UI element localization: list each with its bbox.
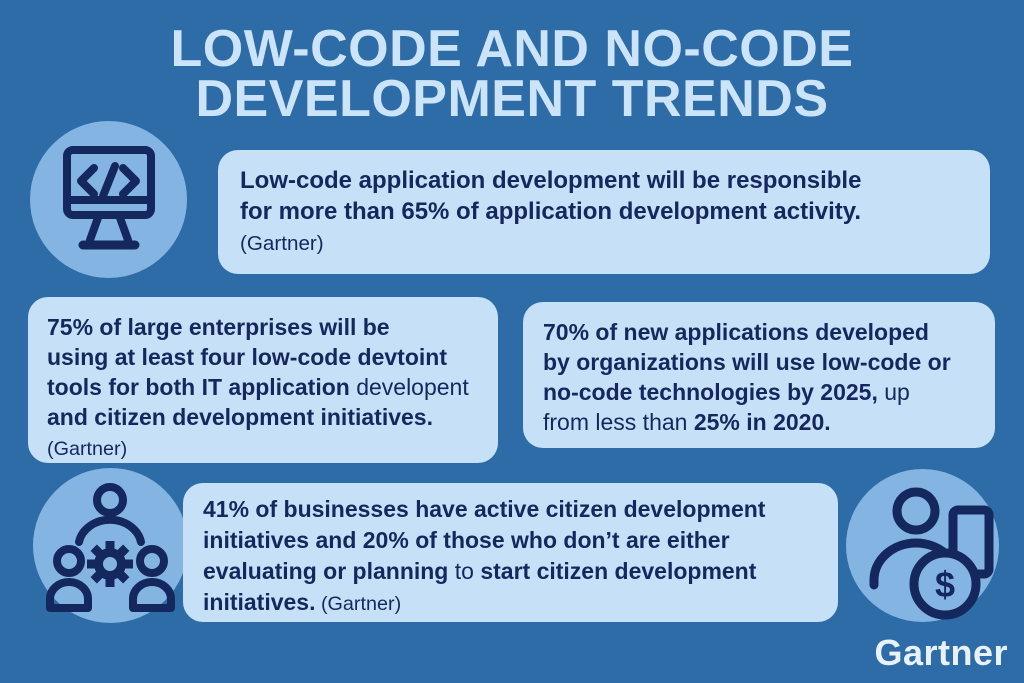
text-segment: 75% of large enterprises will be xyxy=(47,314,390,340)
text-segment: start citizen development xyxy=(480,558,757,584)
text-segment: evaluating or planning xyxy=(203,558,449,584)
text-segment: to xyxy=(448,558,481,584)
text-segment: tools for both IT application xyxy=(47,374,350,400)
text-segment: and citizen development initiatives. xyxy=(47,404,433,430)
text-segment: up xyxy=(877,379,910,405)
page-title-line1: LOW-CODE AND NO-CODE xyxy=(170,20,854,78)
text-line: no-code technologies by 2025, up xyxy=(543,377,975,407)
text-segment: Low-code application development will be… xyxy=(240,167,862,194)
icon-circle-development xyxy=(30,121,187,278)
text-segment: initiatives. xyxy=(203,589,316,615)
text-segment: 70% of new applications developed xyxy=(543,319,929,345)
gartner-logo: Gartner xyxy=(874,632,1008,673)
text-line: 41% of businesses have active citizen de… xyxy=(203,494,818,525)
stat-card-low-code-responsibility: Low-code application development will be… xyxy=(218,150,990,274)
team-gear-icon xyxy=(33,468,188,623)
text-line: 75% of large enterprises will be xyxy=(47,312,479,342)
text-segment: (Gartner) xyxy=(240,232,324,255)
text-segment: using at least four low-code devtoint xyxy=(47,344,447,370)
stat-card-large-enterprises: 75% of large enterprises will be using at… xyxy=(28,297,498,463)
code-monitor-icon xyxy=(30,121,187,278)
text-line: by organizations will use low-code or xyxy=(543,347,975,377)
text-line: initiatives. (Gartner) xyxy=(203,587,818,620)
dollar-sign-icon: $ xyxy=(935,564,955,605)
text-line: Low-code application development will be… xyxy=(240,165,968,196)
text-segment: (Gartner) xyxy=(315,593,402,615)
text-segment: 25% in 2020. xyxy=(687,409,831,435)
text-line: using at least four low-code devtoint xyxy=(47,342,479,372)
page-title-line2: DEVELOPMENT TRENDS xyxy=(195,70,829,128)
text-segment: by organizations will use low-code or xyxy=(543,349,951,375)
text-line: for more than 65% of application develop… xyxy=(240,196,968,227)
text-line: (Gartner) xyxy=(240,227,968,259)
text-segment: initiatives and 20% of those who don’t a… xyxy=(203,527,730,553)
text-line: (Gartner) xyxy=(47,432,479,464)
stat-card-citizen-initiatives: 41% of businesses have active citizen de… xyxy=(183,483,838,622)
gear-icon xyxy=(87,541,133,587)
person-money-icon: $ xyxy=(846,469,999,622)
icon-circle-business-value: $ xyxy=(846,469,999,622)
icon-circle-citizen-developers xyxy=(33,468,188,623)
text-line: tools for both IT application developent xyxy=(47,372,479,402)
text-segment: developent xyxy=(349,374,469,400)
text-line: initiatives and 20% of those who don’t a… xyxy=(203,525,818,556)
coin-icon xyxy=(909,548,981,620)
text-segment: no-code technologies by 2025, xyxy=(543,379,878,405)
text-line: from less than 25% in 2020. xyxy=(543,407,975,437)
text-line: evaluating or planning to start citizen … xyxy=(203,556,818,587)
text-line: 70% of new applications developed xyxy=(543,317,975,347)
page-title: LOW-CODE AND NO-CODE DEVELOPMENT TRENDS xyxy=(0,20,1024,128)
text-segment: from less than xyxy=(543,409,688,435)
text-segment: (Gartner) xyxy=(47,438,128,460)
stat-card-new-applications: 70% of new applications developed by orga… xyxy=(523,302,995,448)
text-segment: for more than 65% of application develop… xyxy=(240,198,862,225)
text-line: and citizen development initiatives. xyxy=(47,402,479,432)
text-segment: 41% of businesses have active citizen de… xyxy=(203,496,766,522)
